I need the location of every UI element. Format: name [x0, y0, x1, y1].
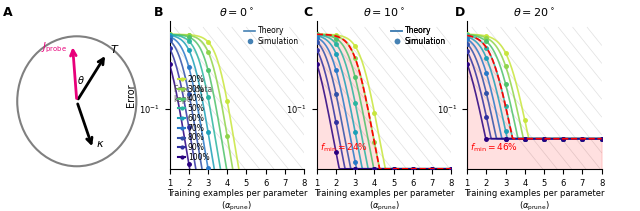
Title: $\theta = 20^\circ$: $\theta = 20^\circ$ [513, 7, 556, 19]
Text: B: B [154, 6, 163, 19]
Text: $f_\mathrm{min} = 46\%$: $f_\mathrm{min} = 46\%$ [470, 142, 518, 154]
X-axis label: Training examples per parameter
$(\alpha_\mathrm{prune})$: Training examples per parameter $(\alpha… [464, 189, 605, 211]
Text: A: A [3, 6, 13, 19]
Title: $\theta = 10^\circ$: $\theta = 10^\circ$ [363, 7, 405, 19]
Text: $\theta$: $\theta$ [77, 74, 85, 86]
Text: $J_\mathrm{probe}$: $J_\mathrm{probe}$ [41, 40, 67, 55]
Legend: 20%, 30%, 40%, 50%, 60%, 70%, 80%, 90%, 100%: 20%, 30%, 40%, 50%, 60%, 70%, 80%, 90%, … [175, 72, 212, 165]
Text: Frac. data
kept: Frac. data kept [173, 85, 212, 104]
Title: $\theta = 0^\circ$: $\theta = 0^\circ$ [220, 7, 254, 19]
Text: $f_\mathrm{min} = 24\%$: $f_\mathrm{min} = 24\%$ [320, 142, 367, 154]
X-axis label: Training examples per parameter
$(\alpha_\mathrm{prune})$: Training examples per parameter $(\alpha… [166, 189, 307, 211]
Y-axis label: Error: Error [126, 83, 136, 107]
Text: $T$: $T$ [110, 43, 120, 54]
Text: D: D [454, 6, 465, 19]
Legend: Theory, Simulation: Theory, Simulation [390, 25, 447, 47]
X-axis label: Training examples per parameter
$(\alpha_\mathrm{prune})$: Training examples per parameter $(\alpha… [314, 189, 454, 211]
Text: C: C [303, 6, 312, 19]
Text: $\kappa$: $\kappa$ [97, 139, 105, 149]
